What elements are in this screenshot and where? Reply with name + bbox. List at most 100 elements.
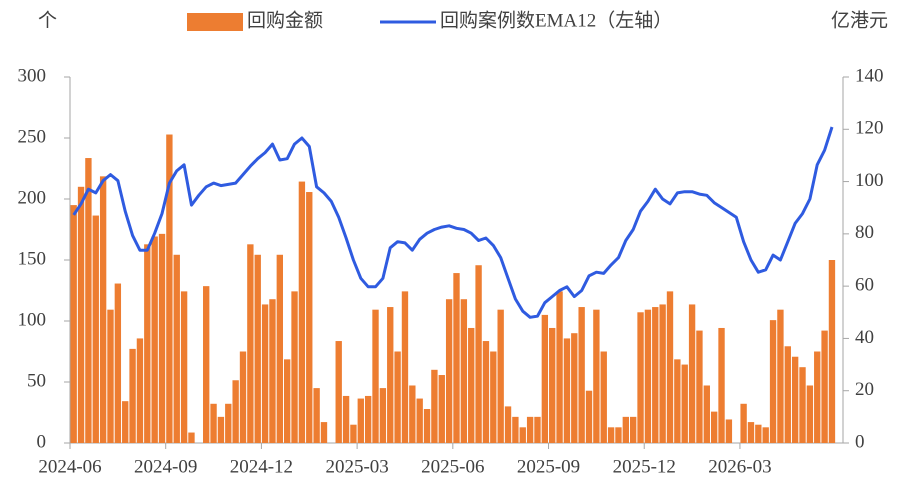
y-tick-label: 300 <box>18 65 47 86</box>
bar <box>710 411 718 443</box>
y-tick-label: 0 <box>37 431 47 452</box>
bar <box>475 265 482 443</box>
bar <box>607 427 615 443</box>
bar <box>755 424 762 443</box>
x-tick-label: 2024-06 <box>38 456 101 477</box>
bar <box>696 330 703 443</box>
bar <box>585 390 593 443</box>
bar <box>593 309 600 443</box>
bar <box>453 273 460 443</box>
bar <box>534 416 541 443</box>
bar <box>210 403 217 443</box>
x-tick-label: 2025-12 <box>613 456 676 477</box>
x-tick-label: 2025-06 <box>421 456 484 477</box>
bar <box>490 351 497 443</box>
bar <box>512 416 519 443</box>
bar <box>129 348 136 443</box>
bar <box>674 359 681 443</box>
bar <box>136 338 144 443</box>
legend-swatch <box>187 13 243 31</box>
bar <box>703 385 710 443</box>
bar <box>725 419 733 443</box>
bar <box>431 369 438 443</box>
bar <box>85 158 92 444</box>
bar <box>814 351 821 443</box>
bar <box>283 359 291 443</box>
bar <box>247 244 254 443</box>
bar <box>342 395 350 443</box>
bar <box>173 254 180 443</box>
bar <box>320 422 328 443</box>
bar <box>225 403 232 443</box>
y2-tick-label: 40 <box>855 327 874 348</box>
bar <box>688 304 696 443</box>
bar <box>438 375 445 443</box>
bar <box>261 304 269 443</box>
bar <box>269 299 276 443</box>
y-tick-label: 250 <box>18 126 47 147</box>
bar <box>335 341 342 443</box>
bar <box>70 205 77 443</box>
y2-tick-label: 20 <box>855 379 874 400</box>
bar <box>747 422 755 443</box>
bar <box>630 416 637 443</box>
x-tick-label: 2025-09 <box>517 456 580 477</box>
bar <box>350 424 357 443</box>
bar <box>600 351 607 443</box>
bar <box>372 309 379 443</box>
bar <box>644 309 652 443</box>
x-tick-label: 2024-12 <box>230 456 293 477</box>
bar <box>519 427 526 443</box>
bar <box>806 385 814 443</box>
bar <box>306 192 313 443</box>
bar <box>556 291 563 443</box>
bar <box>151 236 158 443</box>
bar <box>563 338 571 443</box>
bar <box>468 327 475 443</box>
y2-tick-label: 80 <box>855 222 874 243</box>
bar <box>232 380 239 443</box>
bar <box>180 291 188 443</box>
legend-label: 回购金额 <box>247 9 323 31</box>
bar <box>791 356 799 443</box>
bar <box>364 395 372 443</box>
bar <box>718 327 725 443</box>
bar <box>387 307 394 443</box>
bar <box>622 416 630 443</box>
bar <box>652 307 659 443</box>
bar <box>416 398 423 443</box>
bar <box>659 304 666 443</box>
bar <box>122 401 129 443</box>
bar <box>409 385 416 443</box>
bar <box>291 291 298 443</box>
y2-tick-label: 0 <box>855 431 865 452</box>
bar <box>401 291 409 443</box>
bar <box>637 312 644 443</box>
bar <box>357 398 364 443</box>
y-axis-unit: 个 <box>38 9 57 31</box>
y2-tick-label: 120 <box>855 118 884 139</box>
bar <box>526 416 534 443</box>
bar <box>828 260 836 443</box>
bar <box>276 254 283 443</box>
bar <box>777 309 784 443</box>
bar <box>239 351 247 443</box>
x-tick-label: 2025-03 <box>325 456 388 477</box>
bar <box>769 320 777 443</box>
bar <box>549 327 556 443</box>
bar <box>217 416 225 443</box>
y-tick-label: 100 <box>18 309 47 330</box>
y2-axis-unit: 亿港元 <box>831 9 888 31</box>
y-tick-label: 200 <box>18 187 47 208</box>
bar <box>681 364 688 443</box>
bar <box>762 427 769 443</box>
bar <box>144 244 151 443</box>
bar <box>298 181 306 444</box>
y2-tick-label: 60 <box>855 275 874 296</box>
bar <box>799 367 806 443</box>
bar <box>571 333 578 443</box>
x-tick-label: 2024-09 <box>134 456 197 477</box>
bar <box>166 134 173 443</box>
bar <box>666 291 674 443</box>
